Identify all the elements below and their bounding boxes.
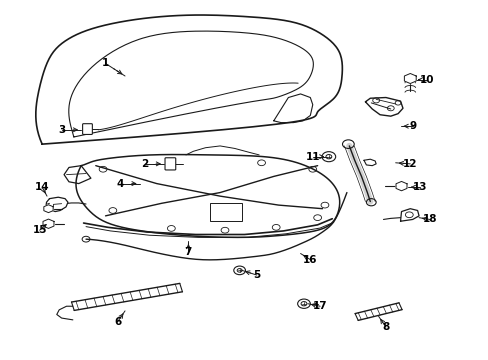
Text: 5: 5 (253, 270, 260, 280)
Text: 9: 9 (408, 121, 415, 131)
Text: 15: 15 (32, 225, 47, 235)
Text: 2: 2 (141, 159, 148, 169)
Polygon shape (404, 73, 415, 84)
Text: 11: 11 (305, 152, 319, 162)
Text: 13: 13 (412, 182, 427, 192)
Text: 17: 17 (312, 301, 327, 311)
Text: 14: 14 (35, 182, 49, 192)
Polygon shape (44, 205, 53, 213)
Polygon shape (43, 219, 54, 228)
Text: 8: 8 (382, 322, 389, 332)
Text: 16: 16 (303, 255, 317, 265)
FancyBboxPatch shape (164, 158, 175, 170)
Text: 10: 10 (419, 75, 434, 85)
Polygon shape (395, 181, 406, 191)
Text: 1: 1 (102, 58, 109, 68)
Text: 6: 6 (114, 317, 121, 327)
Text: 7: 7 (184, 247, 192, 257)
Text: 12: 12 (402, 159, 417, 169)
Text: 18: 18 (422, 215, 436, 224)
Bar (210, 203, 242, 221)
Text: 4: 4 (116, 179, 123, 189)
FancyBboxPatch shape (82, 124, 92, 134)
Text: 3: 3 (58, 125, 65, 135)
